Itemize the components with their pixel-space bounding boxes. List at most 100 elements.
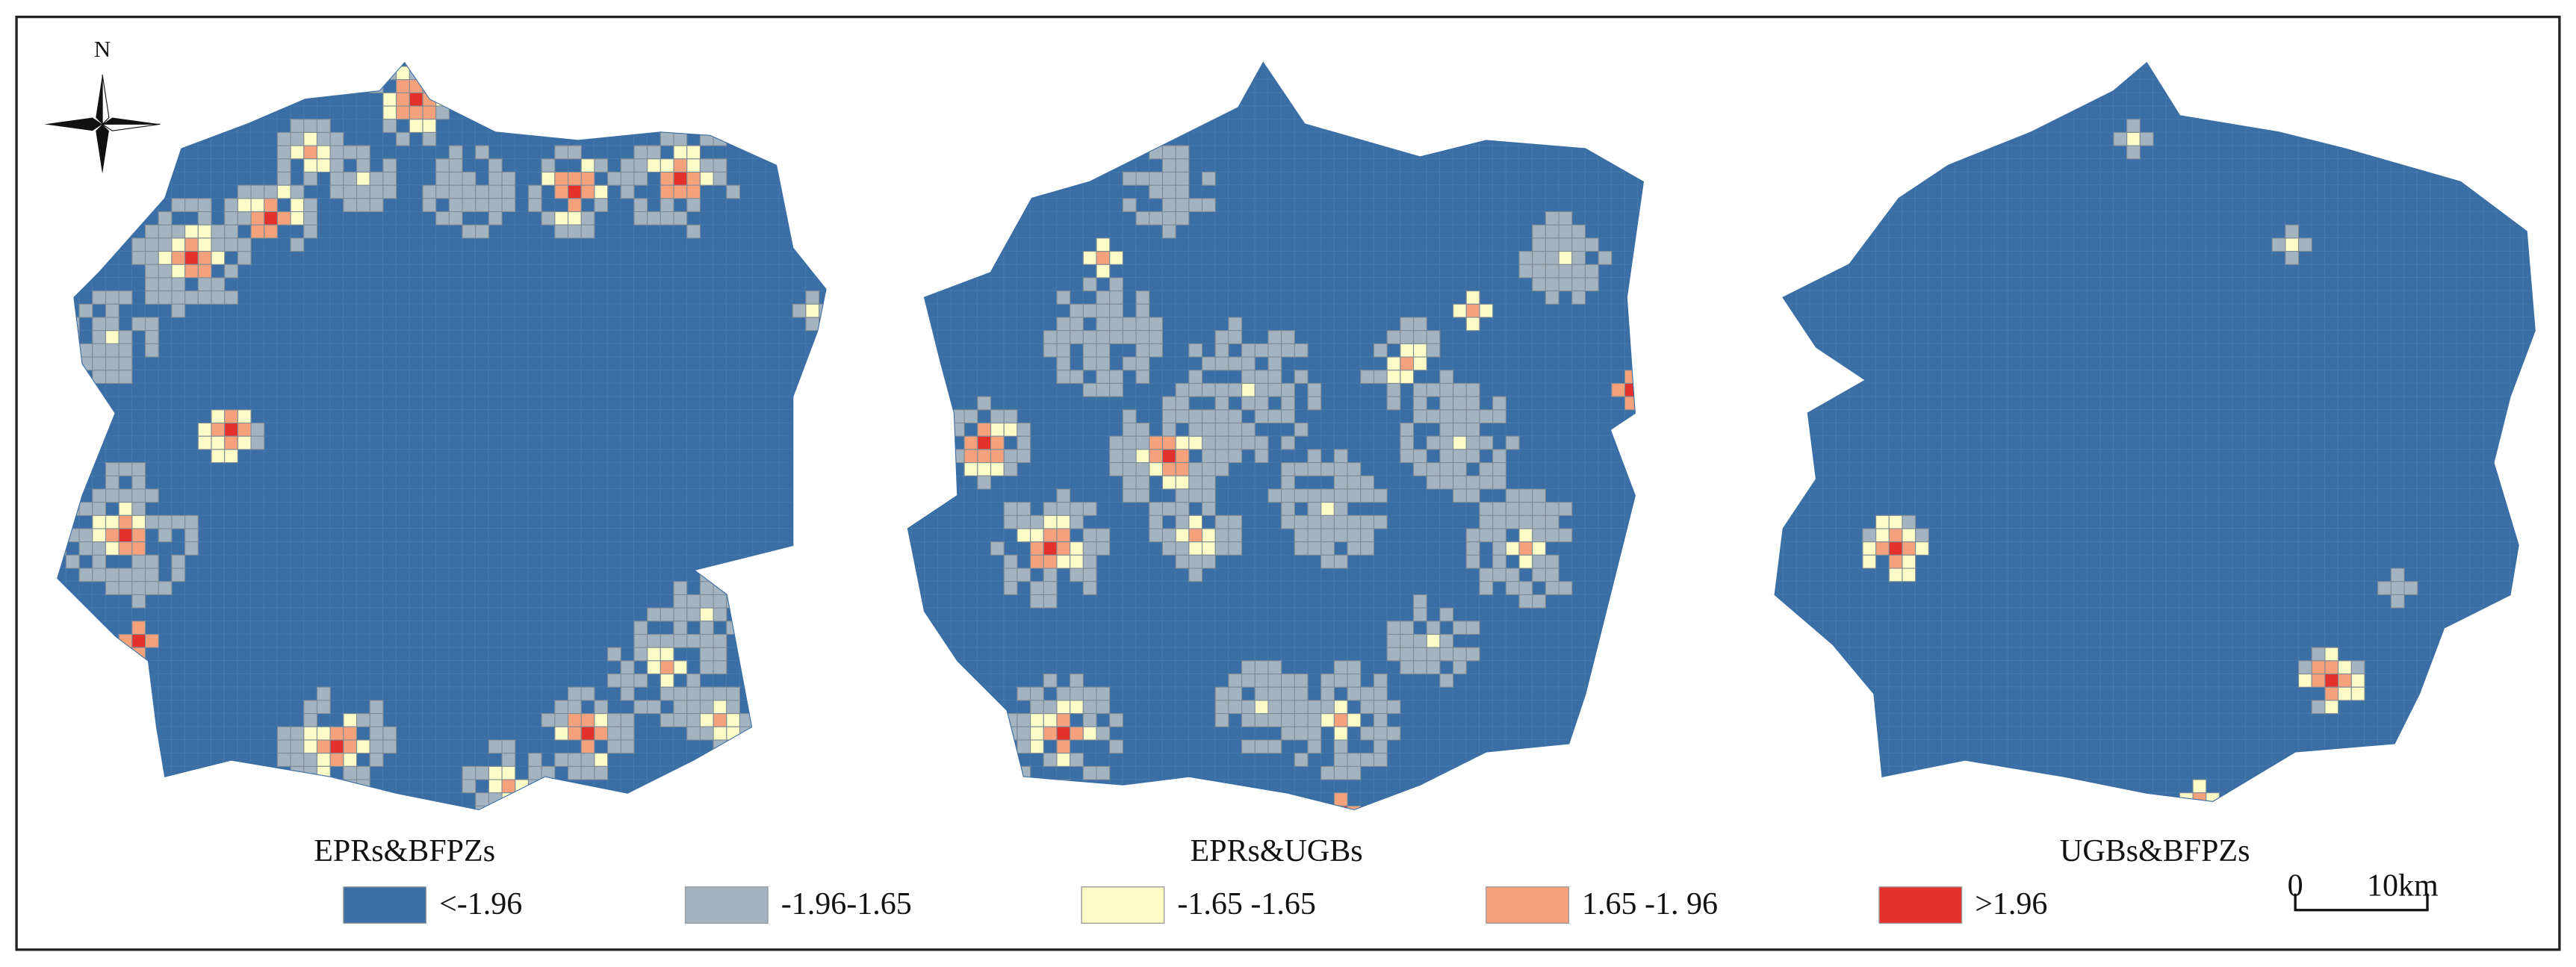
hotspot-cell bbox=[131, 502, 146, 516]
hotspot-cell bbox=[448, 184, 463, 199]
hotspot-cell bbox=[1043, 594, 1058, 609]
hotspot-cell bbox=[1558, 211, 1573, 226]
hotspot-cell bbox=[1228, 449, 1243, 464]
hotspot-cell bbox=[462, 198, 477, 213]
hotspot-cell bbox=[158, 251, 173, 265]
hotspot-cell bbox=[699, 607, 714, 622]
hotspot-cell bbox=[131, 568, 146, 582]
hotspot-cell bbox=[422, 105, 437, 120]
hotspot-cell bbox=[369, 184, 384, 199]
hotspot-cell bbox=[1333, 713, 1348, 727]
hotspot-cell bbox=[1386, 370, 1401, 385]
hotspot-cell bbox=[686, 674, 701, 688]
hotspot-cell bbox=[2298, 660, 2312, 675]
hotspot-cell bbox=[527, 765, 542, 780]
hotspot-cell bbox=[1135, 435, 1150, 450]
hotspot-cell bbox=[673, 686, 688, 701]
hotspot-cell bbox=[356, 145, 370, 160]
panel-title: EPRs&BFPZs bbox=[314, 834, 495, 868]
hotspot-cell bbox=[1571, 224, 1586, 239]
hotspot-cell bbox=[567, 171, 582, 186]
hotspot-cell bbox=[1254, 435, 1269, 450]
hotspot-cell bbox=[1017, 726, 1031, 741]
hotspot-cell bbox=[1122, 488, 1137, 503]
hotspot-cell bbox=[1070, 674, 1084, 688]
hotspot-cell bbox=[1492, 528, 1506, 543]
hotspot-cell bbox=[1347, 660, 1362, 675]
hotspot-cell bbox=[1532, 568, 1546, 582]
hotspot-cell bbox=[1096, 686, 1111, 701]
hotspot-cell bbox=[1347, 528, 1362, 543]
hotspot-cell bbox=[1070, 502, 1084, 516]
hotspot-cell bbox=[1082, 568, 1097, 582]
hotspot-cell bbox=[105, 475, 120, 490]
hotspot-cell bbox=[488, 184, 503, 199]
hotspot-cell bbox=[659, 158, 674, 173]
hotspot-cell bbox=[237, 198, 252, 213]
hotspot-cell bbox=[1294, 686, 1309, 701]
hotspot-cell bbox=[1888, 514, 1903, 529]
scale-bar: 0 10km bbox=[2288, 869, 2439, 912]
hotspot-cell bbox=[369, 713, 384, 727]
hotspot-cell bbox=[237, 422, 252, 437]
hotspot-cell bbox=[171, 290, 186, 305]
hotspot-cell bbox=[276, 211, 291, 226]
hotspot-cell bbox=[158, 264, 173, 279]
hotspot-cell bbox=[105, 541, 120, 556]
hotspot-cell bbox=[475, 145, 489, 160]
hotspot-cell bbox=[1532, 502, 1546, 516]
hotspot-cell bbox=[1545, 502, 1559, 516]
hotspot-cell bbox=[1333, 488, 1348, 503]
hotspot-cell bbox=[1400, 317, 1415, 332]
hotspot-cell bbox=[1267, 700, 1282, 715]
hotspot-cell bbox=[1453, 303, 1467, 318]
hotspot-cell bbox=[594, 726, 609, 741]
hotspot-cell bbox=[1400, 647, 1415, 662]
hotspot-cell bbox=[673, 621, 688, 635]
hotspot-cell bbox=[647, 145, 661, 160]
hotspot-cell bbox=[1281, 343, 1295, 358]
hotspot-cell bbox=[1400, 633, 1415, 648]
legend-swatch bbox=[1081, 886, 1165, 924]
hotspot-cell bbox=[1412, 647, 1427, 662]
hotspot-cell bbox=[1571, 237, 1586, 252]
hotspot-cell bbox=[1465, 475, 1480, 490]
hotspot-cell bbox=[990, 422, 1005, 437]
hotspot-cell bbox=[1214, 382, 1229, 397]
hotspot-cell bbox=[1518, 264, 1533, 279]
hotspot-cell bbox=[316, 145, 331, 160]
hotspot-cell bbox=[1030, 713, 1044, 727]
hotspot-cell bbox=[356, 171, 370, 186]
compass: N bbox=[44, 36, 161, 174]
hotspot-cell bbox=[92, 290, 107, 305]
hotspot-cell bbox=[1558, 581, 1573, 595]
hotspot-cell bbox=[1122, 449, 1137, 464]
hotspot-cell bbox=[659, 131, 674, 146]
hotspot-cell bbox=[1082, 251, 1097, 265]
hotspot-cell bbox=[699, 647, 714, 662]
hotspot-cell bbox=[1056, 343, 1071, 358]
hotspot-cell bbox=[1400, 356, 1415, 371]
hotspot-cell bbox=[1320, 528, 1335, 543]
hotspot-cell bbox=[356, 713, 370, 727]
hotspot-cell bbox=[1096, 317, 1111, 332]
hotspot-cell bbox=[462, 224, 477, 239]
hotspot-cell bbox=[554, 713, 569, 727]
hotspot-cell bbox=[1505, 435, 1520, 450]
hotspot-cell bbox=[197, 435, 212, 450]
hotspot-cell bbox=[1082, 303, 1097, 318]
hotspot-cell bbox=[1439, 647, 1454, 662]
hotspot-cell bbox=[2350, 674, 2365, 688]
hotspot-cell bbox=[356, 184, 370, 199]
hotspot-cell bbox=[369, 753, 384, 767]
hotspot-cell bbox=[184, 514, 199, 529]
hotspot-cell bbox=[963, 449, 978, 464]
hotspot-cell bbox=[1307, 382, 1322, 397]
hotspot-cell bbox=[501, 171, 516, 186]
hotspot-cell bbox=[1201, 502, 1216, 516]
hotspot-cell bbox=[1082, 700, 1097, 715]
hotspot-cell bbox=[1175, 158, 1190, 173]
hotspot-cell bbox=[1188, 198, 1203, 213]
hotspot-cell bbox=[1254, 396, 1269, 411]
